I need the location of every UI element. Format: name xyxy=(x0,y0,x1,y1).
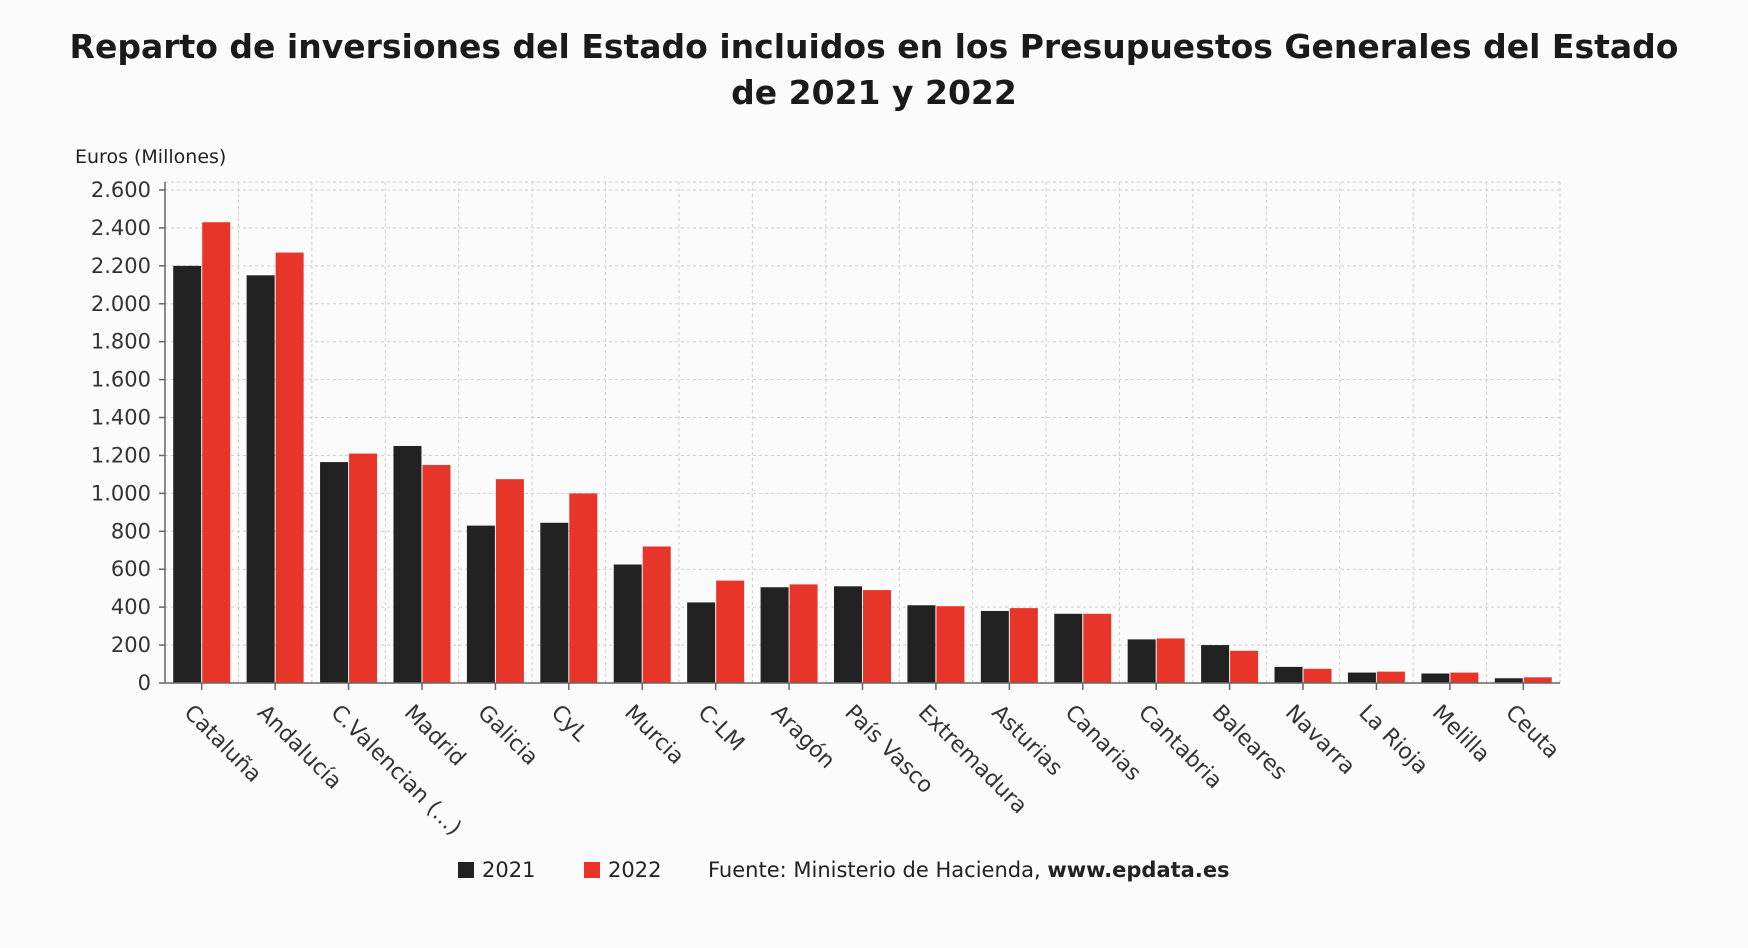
bar-2021-6 xyxy=(613,564,642,683)
y-tick-label: 0 xyxy=(138,671,151,695)
y-tick-label: 1.200 xyxy=(91,443,151,467)
x-tick-label: C.Valencian (...) xyxy=(326,700,466,840)
bar-2021-14 xyxy=(1201,645,1230,683)
bar-2021-11 xyxy=(980,610,1009,683)
axes: 0 200 400 600 800 1.000 1.200 1.400 1.600 1.800 2.… xyxy=(91,178,1564,841)
y-tick-label: 200 xyxy=(111,633,151,657)
gridlines xyxy=(164,181,1561,683)
y-tick-label: 2.200 xyxy=(91,254,151,278)
bar-2022-4 xyxy=(495,479,524,683)
y-tick-label: 1.400 xyxy=(91,406,151,430)
y-tick-label: 1.600 xyxy=(91,368,151,392)
y-tick-label: 1.800 xyxy=(91,330,151,354)
bar-2022-14 xyxy=(1230,650,1259,683)
x-tick-label: C-LM xyxy=(693,700,749,756)
source-label: Fuente: Ministerio de Hacienda, xyxy=(708,858,1047,882)
bar-2021-12 xyxy=(1054,613,1083,683)
legend: 2021 2022 Fuente: Ministerio de Hacienda, … xyxy=(458,858,1230,882)
bar-2021-2 xyxy=(320,462,349,683)
y-tick-label: 400 xyxy=(111,595,151,619)
bar-2022-11 xyxy=(1009,608,1038,683)
x-tick-label: Cataluña xyxy=(179,700,266,787)
legend-swatch-2022 xyxy=(584,862,600,878)
bar-2021-4 xyxy=(466,525,495,683)
legend-swatch-2021 xyxy=(458,862,474,878)
bar-2022-15 xyxy=(1303,668,1332,683)
bar-2021-8 xyxy=(760,587,789,683)
bar-2021-0 xyxy=(173,265,202,683)
bar-2022-2 xyxy=(349,453,378,683)
bar-2021-7 xyxy=(687,602,716,683)
x-tick-label: Madrid xyxy=(399,700,470,771)
bar-2021-17 xyxy=(1421,673,1450,683)
bar-2022-8 xyxy=(789,584,818,683)
bar-2021-16 xyxy=(1347,672,1376,683)
bar-2022-16 xyxy=(1376,671,1405,683)
chart-title: Reparto de inversiones del Estado inclui… xyxy=(40,24,1708,116)
y-tick-label: 600 xyxy=(111,557,151,581)
bar-2021-15 xyxy=(1274,666,1303,683)
bar-2022-17 xyxy=(1450,672,1479,683)
bar-2022-0 xyxy=(202,222,231,683)
bar-2022-5 xyxy=(569,493,598,683)
x-tick-label: Murcia xyxy=(619,700,688,769)
chart-title-line-1: Reparto de inversiones del Estado inclui… xyxy=(69,27,1679,66)
bar-2021-9 xyxy=(834,586,862,683)
y-axis-title: Euros (Millones) xyxy=(75,146,226,168)
bar-2022-10 xyxy=(936,606,965,683)
x-tick-label: Melilla xyxy=(1427,700,1494,767)
bar-2022-3 xyxy=(422,464,451,683)
bar-2021-13 xyxy=(1127,639,1156,683)
source-note: Fuente: Ministerio de Hacienda, www.epda… xyxy=(708,858,1230,882)
bar-2021-1 xyxy=(246,275,275,683)
legend-label-2021: 2021 xyxy=(482,858,535,882)
legend-label-2022: 2022 xyxy=(608,858,661,882)
bar-2022-7 xyxy=(716,580,745,683)
chart-title-line-2: de 2021 y 2022 xyxy=(731,73,1017,112)
bar-2022-6 xyxy=(642,546,671,683)
y-tick-label: 2.000 xyxy=(91,292,151,316)
bar-2021-3 xyxy=(393,445,422,683)
bar-2021-10 xyxy=(907,605,936,683)
bar-2022-12 xyxy=(1083,613,1112,683)
y-tick-label: 2.600 xyxy=(91,178,151,202)
x-tick-label: Ceuta xyxy=(1500,700,1564,764)
y-tick-label: 800 xyxy=(111,519,151,543)
bar-2021-5 xyxy=(540,522,569,683)
bar-2022-18 xyxy=(1523,677,1552,683)
bar-2022-13 xyxy=(1156,638,1185,683)
y-tick-label: 1.000 xyxy=(91,481,151,505)
x-tick-label: CyL xyxy=(546,700,593,747)
x-tick-label: Galicia xyxy=(472,700,542,770)
bar-2021-18 xyxy=(1494,678,1523,683)
source-site: www.epdata.es xyxy=(1047,858,1229,882)
y-tick-label: 2.400 xyxy=(91,216,151,240)
x-tick-label: La Rioja xyxy=(1353,700,1432,779)
bars xyxy=(173,222,1552,684)
bar-2022-9 xyxy=(863,590,891,683)
x-tick-label: Canarias xyxy=(1060,700,1146,786)
x-tick-label: Aragón xyxy=(766,700,840,774)
x-tick-label: Navarra xyxy=(1280,700,1360,780)
bar-2022-1 xyxy=(275,252,304,684)
